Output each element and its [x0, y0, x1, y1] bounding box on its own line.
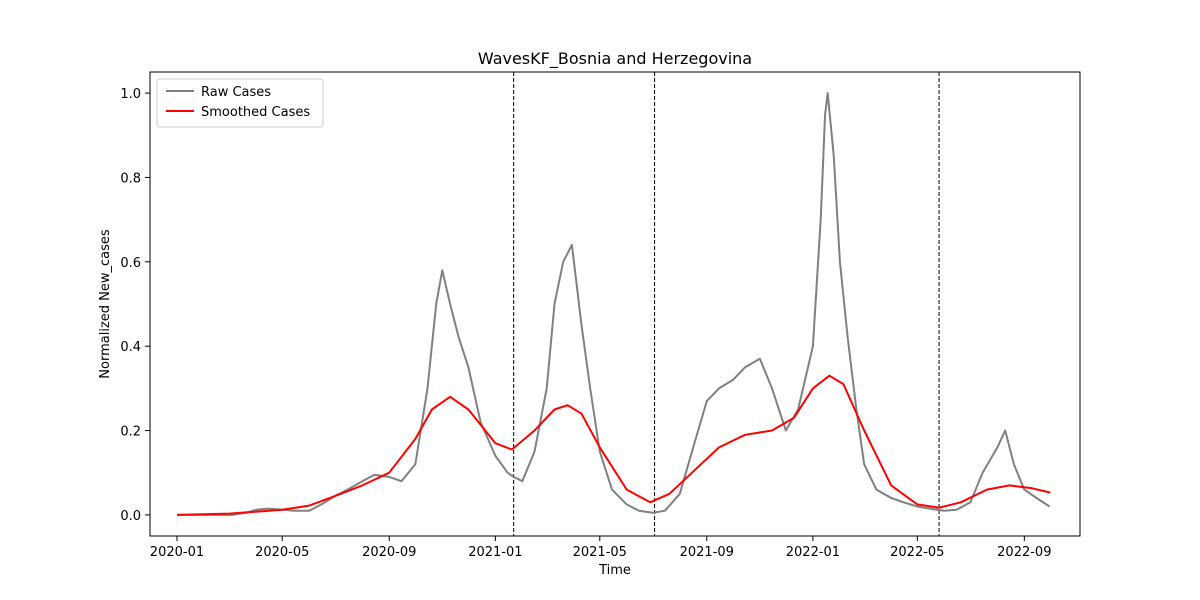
x-tick-label-7: 2022-05	[890, 545, 944, 560]
x-tick-label-0: 2020-01	[150, 545, 204, 560]
raw-cases-line	[177, 92, 1051, 516]
x-axis: 2020-01 2020-05 2020-09 2021-01 2021-05 2021-…	[150, 536, 1051, 560]
y-tick-label-3: 0.6	[120, 256, 141, 271]
x-tick-label-1: 2020-05	[255, 545, 309, 560]
x-tick-label-3: 2021-01	[468, 545, 522, 560]
legend: Raw Cases Smoothed Cases	[156, 78, 324, 128]
y-tick-label-2: 0.4	[120, 340, 141, 355]
x-tick-label-5: 2021-09	[680, 545, 734, 560]
y-axis-label: Normalized New_cases	[98, 229, 113, 379]
y-axis: 0.0 0.2 0.4 0.6 0.8 1.0	[120, 87, 150, 524]
x-axis-label: Time	[598, 563, 631, 578]
legend-label-raw: Raw Cases	[201, 85, 271, 100]
smoothed-cases-line	[176, 374, 1051, 516]
x-tick-label-2: 2020-09	[362, 545, 416, 560]
series-lines	[176, 92, 1051, 516]
y-tick-label-5: 1.0	[120, 87, 141, 102]
x-tick-label-8: 2022-09	[997, 545, 1051, 560]
y-tick-label-1: 0.2	[120, 425, 141, 440]
chart-title: WavesKF_Bosnia and Herzegovina	[478, 49, 752, 69]
legend-box	[156, 78, 324, 128]
plot-frame	[149, 71, 1081, 537]
wave-boundaries	[513, 72, 940, 536]
x-tick-label-6: 2022-01	[786, 545, 840, 560]
y-tick-label-0: 0.0	[120, 509, 141, 524]
x-tick-label-4: 2021-05	[573, 545, 627, 560]
legend-label-smoothed: Smoothed Cases	[201, 105, 310, 120]
y-tick-label-4: 0.8	[120, 171, 141, 186]
